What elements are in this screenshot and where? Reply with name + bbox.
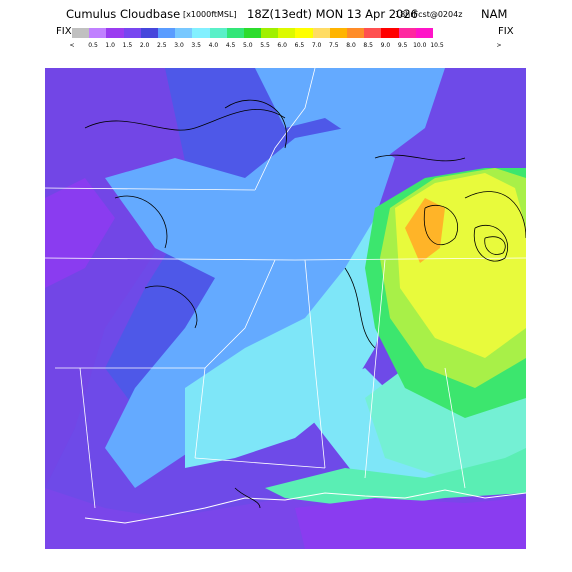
color-swatch [295,28,313,38]
tick-label: 10.0 [413,42,427,49]
map-field-light-blue [105,128,395,488]
legend-fix-right: FIX [498,26,514,37]
color-swatch [226,28,244,38]
tick-label: 2.0 [139,42,150,49]
coastline [84,489,526,524]
title-forecast: 18hrFcst@0204z [395,10,463,19]
cloudbase-map [45,68,526,549]
chart-title: Cumulus Cloudbase [x1000ftMSL] 18Z(13edt… [0,7,572,23]
tick-label: 0.5 [88,42,98,49]
color-swatch [209,28,227,38]
title-units: [x1000ftMSL] [183,10,237,19]
tick-label: 3.5 [191,42,201,49]
map-field-deep-purple [295,498,526,549]
contour-lines [84,99,526,509]
color-swatch [123,28,141,38]
tick-label: 2.5 [157,42,167,49]
color-swatch [415,28,433,38]
title-valid-time: 18Z(13edt) MON 13 Apr 2026 [247,7,418,21]
color-swatch [106,28,124,38]
color-swatch [140,28,158,38]
map-field-light-blue [255,68,445,158]
tick-label: 8.5 [363,42,373,49]
color-swatch [89,28,107,38]
color-swatch [347,28,365,38]
tick-label: 4.5 [225,42,236,49]
tick-label: 1.0 [105,42,115,49]
tick-greater-than: > [496,42,502,49]
color-scale [72,28,433,38]
tick-label: 7.5 [329,42,339,49]
color-scale-ticks: <0.5 1.0 1.5 2.0 2.5 3.0 3.5 4.0 4.5 5.0 5.5 6.0 6.5… [60,42,510,52]
tick-label: 5.5 [260,42,270,49]
tick-less-than: < [69,42,75,49]
color-swatch [72,28,90,38]
color-swatch [175,28,193,38]
color-swatch [312,28,330,38]
color-swatch [278,28,296,38]
tick-label: 5.0 [243,42,253,49]
tick-label: 1.5 [122,42,133,49]
tick-label: 9.0 [380,42,391,49]
color-swatch [364,28,382,38]
color-swatch [192,28,210,38]
map-field-cyan [185,198,405,468]
title-product: Cumulus Cloudbase [66,7,181,21]
map-field-orange [405,198,445,263]
tick-label: 4.0 [208,42,219,49]
color-swatch [329,28,347,38]
map-field-purple [45,68,265,488]
tick-label: 3.0 [174,42,184,49]
color-swatch [381,28,399,38]
color-swatch [261,28,279,38]
tick-label: 9.5 [397,42,408,49]
tick-label: 6.5 [294,42,305,49]
legend-fix-left: FIX [56,26,72,37]
title-model: NAM [481,7,508,21]
state-boundaries [45,68,526,509]
tick-label: 6.0 [277,42,287,49]
tick-label: 7.0 [311,42,322,49]
tick-label: 10.5 [430,42,444,49]
tick-label: 8.0 [346,42,356,49]
map-field-aqua [365,368,526,478]
color-swatch [243,28,262,38]
color-swatch [398,28,416,38]
map-field-deep-purple [45,178,115,288]
color-swatch [157,28,176,38]
